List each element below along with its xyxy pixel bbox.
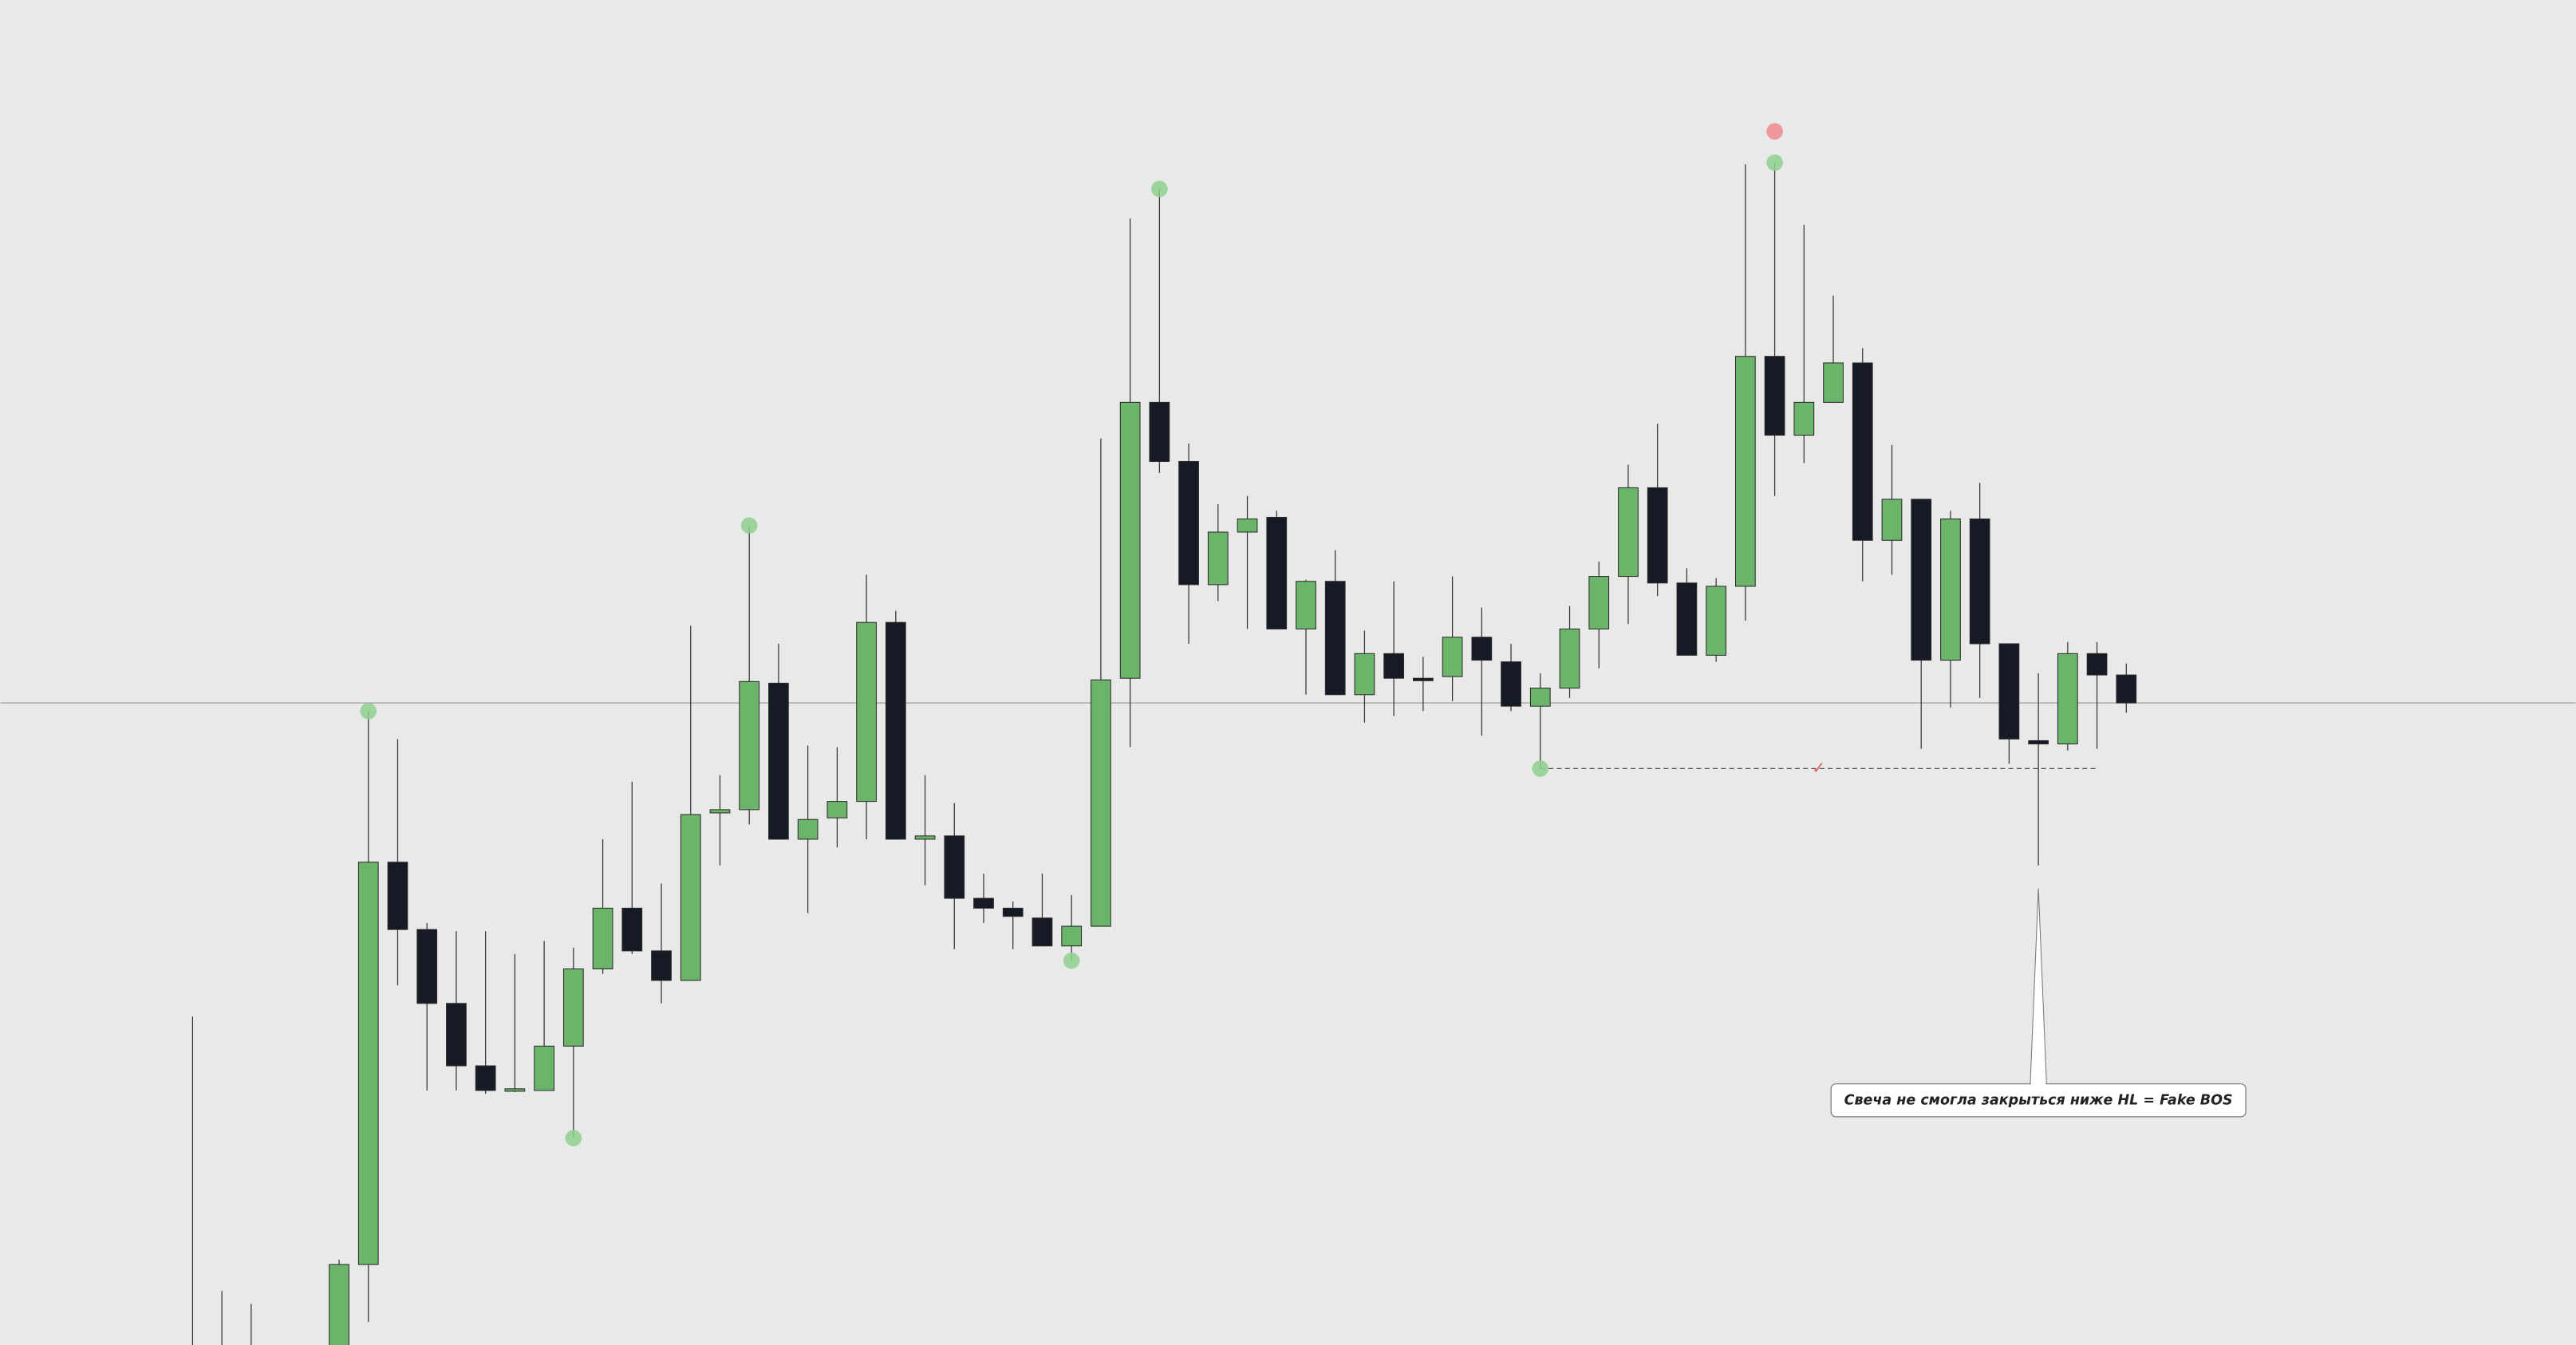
candle-body bbox=[914, 835, 936, 840]
candle-body bbox=[1911, 499, 1932, 661]
candle-body bbox=[1002, 907, 1024, 917]
candle-body bbox=[1413, 677, 1434, 681]
candle-body bbox=[1618, 487, 1639, 578]
swing-marker bbox=[1766, 123, 1783, 140]
swing-marker bbox=[360, 703, 377, 720]
candle-body bbox=[885, 621, 906, 840]
swing-marker bbox=[1151, 180, 1168, 198]
candle-body bbox=[1119, 401, 1141, 679]
candle-body bbox=[1061, 925, 1083, 947]
candle-body bbox=[1764, 356, 1785, 436]
candle-body bbox=[1296, 581, 1316, 629]
callout-pointer bbox=[2030, 888, 2047, 1087]
candle-body bbox=[592, 907, 613, 970]
candle-body bbox=[1647, 487, 1668, 584]
callout-join bbox=[2030, 1083, 2046, 1086]
candle-body bbox=[680, 814, 701, 981]
swing-marker bbox=[1766, 154, 1783, 172]
candle-body bbox=[1969, 519, 1990, 645]
candle-body bbox=[1266, 516, 1288, 629]
candle-body bbox=[1706, 586, 1727, 656]
candle-body bbox=[446, 1003, 467, 1067]
candle-body bbox=[1588, 576, 1610, 629]
candle-body bbox=[387, 862, 408, 930]
candle-body bbox=[1823, 362, 1844, 403]
candle-body bbox=[562, 968, 584, 1047]
candle-body bbox=[329, 1264, 349, 1345]
candle-body bbox=[768, 682, 789, 840]
hl-check: ✓ bbox=[1812, 758, 1825, 777]
candle-body bbox=[2028, 740, 2049, 745]
swing-marker bbox=[1532, 760, 1549, 777]
candle-body bbox=[1442, 637, 1463, 677]
candle-body bbox=[739, 680, 760, 811]
candle-body bbox=[357, 862, 379, 1265]
plot-area: ✓ Свеча не смогла закрыться ниже HL = Fak… bbox=[0, 123, 2576, 1345]
candle-body bbox=[1324, 581, 1346, 696]
candle-body bbox=[2057, 653, 2078, 745]
candle-body bbox=[973, 897, 994, 909]
candle-body bbox=[1793, 401, 1815, 436]
candle-body bbox=[1559, 628, 1580, 689]
candle-body bbox=[1734, 356, 1756, 587]
candle-body bbox=[1998, 643, 2020, 740]
candle-body bbox=[1940, 519, 1961, 661]
candle-body bbox=[2086, 653, 2108, 676]
candle-body bbox=[534, 1045, 554, 1091]
candle-body bbox=[1032, 917, 1053, 947]
candle-body bbox=[1091, 679, 1111, 927]
candle-body bbox=[1207, 531, 1229, 586]
candle-body bbox=[797, 818, 819, 840]
candle-body bbox=[2116, 674, 2137, 704]
candle-body bbox=[1149, 401, 1170, 462]
candle-body bbox=[1852, 362, 1873, 541]
candle-body bbox=[1501, 661, 1521, 707]
candle-body bbox=[1881, 499, 1903, 541]
candle-body bbox=[944, 835, 965, 899]
candle-body bbox=[621, 907, 643, 952]
candle-body bbox=[1529, 688, 1551, 707]
candle-body bbox=[826, 801, 848, 818]
candle-body bbox=[1471, 637, 1493, 661]
candle-body bbox=[1237, 519, 1258, 533]
candle-body bbox=[1354, 653, 1375, 696]
candle-body bbox=[1178, 460, 1199, 586]
candle-body bbox=[651, 950, 672, 981]
candle-body bbox=[1383, 653, 1405, 679]
candle-body bbox=[504, 1088, 526, 1092]
candle-body bbox=[856, 621, 877, 803]
swing-marker bbox=[1063, 952, 1080, 969]
candle-body bbox=[475, 1065, 496, 1091]
annotation-text: Свеча не смогла закрыться ниже HL = Fake… bbox=[1844, 1092, 2233, 1108]
candle-body bbox=[1676, 582, 1698, 656]
swing-marker bbox=[565, 1130, 582, 1146]
candle-body bbox=[709, 809, 731, 814]
candle-body bbox=[416, 929, 438, 1004]
swing-marker bbox=[740, 517, 758, 534]
